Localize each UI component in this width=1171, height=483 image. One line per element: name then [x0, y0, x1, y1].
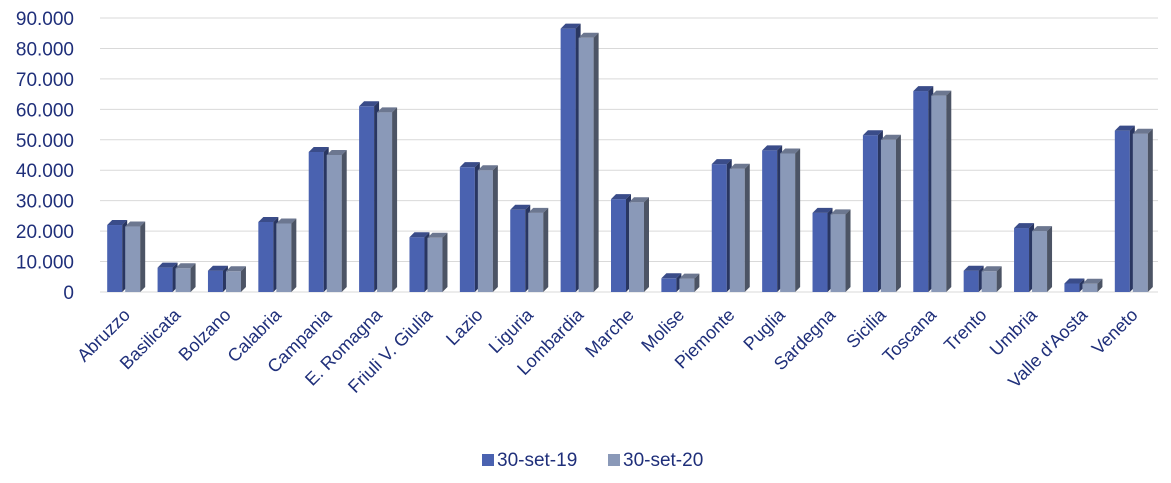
bar-series2 [175, 263, 196, 292]
bar-series1 [862, 130, 883, 292]
legend: 30-set-19 30-set-20 [482, 450, 703, 471]
bar-series1 [207, 265, 228, 292]
x-category-label: Bolzano [175, 305, 235, 365]
bar-series2 [679, 273, 700, 292]
bar-series1 [913, 86, 934, 292]
bar-series2 [276, 218, 297, 292]
bar-series2 [629, 197, 649, 292]
y-tick-label: 0 [63, 283, 74, 304]
y-tick-label: 70.000 [16, 70, 74, 91]
bar-series2 [729, 163, 750, 292]
bar-series2 [880, 134, 901, 292]
legend-swatch [608, 454, 620, 466]
y-tick-label: 40.000 [16, 161, 74, 182]
bar-series2 [578, 32, 599, 293]
bar-series1 [359, 101, 380, 293]
bar-series1 [308, 146, 329, 292]
bar-series2 [377, 107, 398, 292]
x-category-label: Marche [581, 305, 638, 362]
bar-series2 [225, 266, 246, 292]
bar-series2 [981, 266, 1002, 292]
bar-series1 [258, 216, 279, 292]
bar-series2 [427, 232, 448, 292]
bar-series2 [1082, 278, 1103, 292]
legend-swatch [482, 454, 494, 466]
bar-series2 [477, 165, 498, 292]
x-category-label: Sicilia [842, 304, 890, 352]
bar-series2 [1032, 226, 1053, 292]
bar-series2 [528, 207, 549, 292]
y-tick-label: 60.000 [16, 100, 74, 121]
bar-series1 [510, 204, 531, 292]
y-tick-label: 30.000 [16, 192, 74, 213]
bar-series2 [326, 150, 347, 292]
x-category-label: Lazio [442, 305, 487, 350]
bar-series1 [1064, 278, 1085, 292]
bar-series1 [1114, 125, 1135, 293]
x-category-label: Trento [940, 305, 990, 355]
x-category-label: Veneto [1088, 305, 1142, 359]
bars [107, 23, 1153, 293]
bar-series1 [107, 220, 128, 292]
bar-series2 [1132, 128, 1153, 292]
bar-series2 [830, 209, 851, 292]
y-tick-label: 20.000 [16, 222, 74, 243]
bar-series1 [459, 162, 480, 292]
y-tick-label: 90.000 [16, 9, 74, 30]
y-tick-label: 80.000 [16, 39, 74, 60]
legend-label: 30-set-20 [623, 450, 703, 471]
bar-series1 [560, 23, 581, 293]
y-tick-label: 10.000 [16, 253, 74, 274]
bar-series1 [711, 159, 732, 292]
x-category-label: Toscana [879, 304, 941, 366]
bar-series2 [931, 90, 952, 292]
y-axis-ticks: 0 10.000 20.000 30.000 40.000 50.000 60.000 70.… [16, 9, 74, 304]
bar-series1 [661, 273, 682, 292]
legend-label: 30-set-19 [497, 450, 577, 471]
bar-series1 [1014, 223, 1035, 292]
y-tick-label: 50.000 [16, 131, 74, 152]
bar-series1 [409, 232, 430, 292]
bar-series2 [780, 148, 801, 292]
x-axis-categories: AbruzzoBasilicataBolzanoCalabriaCampania… [73, 304, 1141, 397]
bar-series1 [762, 145, 783, 292]
bar-series1 [812, 207, 833, 292]
bar-series1 [157, 262, 178, 292]
bar-series1 [611, 194, 631, 292]
bar-series2 [125, 221, 146, 292]
bar-series1 [963, 265, 984, 292]
